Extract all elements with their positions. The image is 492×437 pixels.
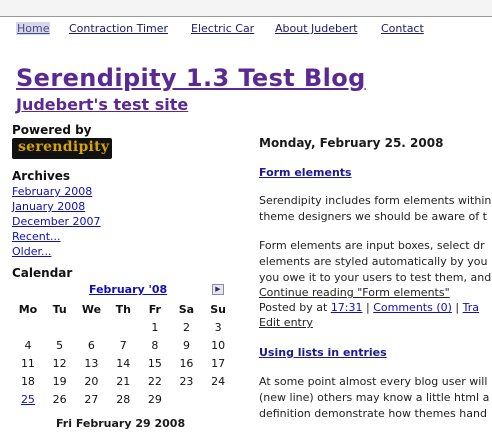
- weekday-label: We: [81, 302, 102, 316]
- entry-body-line: (new line) others may know a little html…: [259, 391, 490, 404]
- calendar-day: 15: [147, 356, 162, 370]
- posted-by-label: Posted by at: [259, 301, 328, 314]
- weekday-label: Sa: [178, 302, 195, 316]
- calendar-day: 26: [52, 392, 67, 406]
- calendar-day: 24: [211, 374, 226, 388]
- entry-body-line: elements are styled automatically by you: [259, 255, 488, 268]
- archive-february-2008[interactable]: February 2008: [12, 185, 93, 198]
- calendar-heading: Calendar: [12, 266, 73, 280]
- blog-title[interactable]: Serendipity 1.3 Test Blog: [16, 64, 366, 92]
- archive-older[interactable]: Older...: [12, 245, 52, 258]
- entry-footer: Posted by at 17:31 | Comments (0) | Tra: [259, 301, 479, 314]
- archives-heading: Archives: [12, 169, 71, 183]
- nav-electric-car[interactable]: Electric Car: [191, 22, 255, 35]
- archives-list: February 2008 January 2008 December 2007…: [12, 184, 101, 259]
- entry-body-line: you owe it to your users to test them, a…: [259, 271, 492, 284]
- calendar-day: 3: [214, 320, 222, 334]
- calendar-day: 9: [182, 338, 190, 352]
- calendar-day: 12: [52, 356, 67, 370]
- continue-reading-link[interactable]: Continue reading "Form elements": [259, 286, 450, 299]
- nav-about-judebert[interactable]: About Judebert: [275, 22, 358, 35]
- calendar-day: 27: [84, 392, 99, 406]
- calendar-day: 6: [87, 338, 95, 352]
- calendar-day: 29: [147, 392, 162, 406]
- calendar-day: [171, 390, 203, 408]
- blog-subtitle[interactable]: Judebert's test site: [16, 95, 189, 114]
- weekday-label: Su: [210, 302, 227, 316]
- nav-contact[interactable]: Contact: [381, 22, 424, 35]
- nav-contraction-timer[interactable]: Contraction Timer: [69, 22, 169, 35]
- trackbacks-link[interactable]: Tra: [462, 301, 479, 314]
- calendar-day: [107, 318, 139, 336]
- calendar-day: 20: [84, 374, 99, 388]
- calendar-day: 28: [116, 392, 131, 406]
- serendipity-logo-text: serendipity: [18, 139, 110, 155]
- entry-body-line: Serendipity includes form elements withi…: [259, 194, 492, 207]
- entry-title-using-lists[interactable]: Using lists in entries: [259, 346, 387, 359]
- entry-body-line: At some point almost every blog user wil…: [259, 375, 488, 388]
- archive-recent[interactable]: Recent...: [12, 230, 61, 243]
- archive-january-2008[interactable]: January 2008: [12, 200, 86, 213]
- entry-body-line: Form elements are input boxes, select dr: [259, 239, 485, 252]
- weekday-label: Fr: [148, 302, 161, 316]
- archive-december-2007[interactable]: December 2007: [12, 215, 101, 228]
- calendar-day-link-cell: 25: [12, 390, 44, 408]
- calendar-day: [202, 390, 234, 408]
- entry-body-line: definition demonstrate how themes hand: [259, 407, 487, 420]
- calendar-day: 10: [211, 338, 226, 352]
- calendar-day: 21: [116, 374, 131, 388]
- calendar-day: 8: [151, 338, 159, 352]
- edit-entry-link[interactable]: Edit entry: [259, 316, 313, 329]
- calendar-day: 7: [119, 338, 127, 352]
- calendar-day: 23: [179, 374, 194, 388]
- date-header: Monday, February 25. 2008: [259, 136, 444, 150]
- calendar-day: 22: [147, 374, 162, 388]
- calendar-day: 18: [20, 374, 35, 388]
- window-top-bar: [0, 0, 492, 17]
- calendar-day: 2: [182, 320, 190, 334]
- serendipity-logo[interactable]: serendipity: [12, 138, 112, 159]
- entry-title-form-elements[interactable]: Form elements: [259, 166, 352, 179]
- calendar-day: 5: [56, 338, 64, 352]
- calendar-day: 13: [84, 356, 99, 370]
- weekday-label: Th: [115, 302, 131, 316]
- calendar-day: 19: [52, 374, 67, 388]
- calendar-day: 16: [179, 356, 194, 370]
- entry-time-link[interactable]: 17:31: [330, 301, 363, 314]
- comments-link[interactable]: Comments (0): [373, 301, 452, 314]
- calendar-day: [75, 318, 107, 336]
- powered-by-heading: Powered by: [12, 123, 92, 137]
- next-month-icon[interactable]: ▶: [212, 284, 224, 295]
- calendar-day: 14: [116, 356, 131, 370]
- main-content: Monday, February 25. 2008 Form elements …: [259, 0, 492, 437]
- calendar-day-link[interactable]: 25: [20, 392, 35, 406]
- weekday-label: Tu: [52, 302, 67, 316]
- calendar-day: 1: [151, 320, 159, 334]
- calendar-day: 17: [211, 356, 226, 370]
- entry-body-line: theme designers we should be aware of t: [259, 210, 487, 223]
- calendar-day: 4: [24, 338, 32, 352]
- calendar-day: [44, 318, 76, 336]
- nav-home[interactable]: Home: [16, 22, 51, 35]
- weekday-label: Mo: [18, 302, 38, 316]
- calendar-day: [12, 318, 44, 336]
- calendar-day: 11: [20, 356, 35, 370]
- calendar-grid: Mo Tu We Th Fr Sa Su 1 2 3 4 5 6 7 8 9 1…: [12, 300, 234, 408]
- calendar-month-link[interactable]: February '08: [89, 283, 168, 296]
- calendar-caption: Fri February 29 2008: [56, 417, 186, 430]
- calendar: February '08 ▶ Mo Tu We Th Fr Sa Su 1 2 …: [12, 279, 234, 430]
- navbar: Home Contraction Timer Electric Car Abou…: [0, 22, 492, 38]
